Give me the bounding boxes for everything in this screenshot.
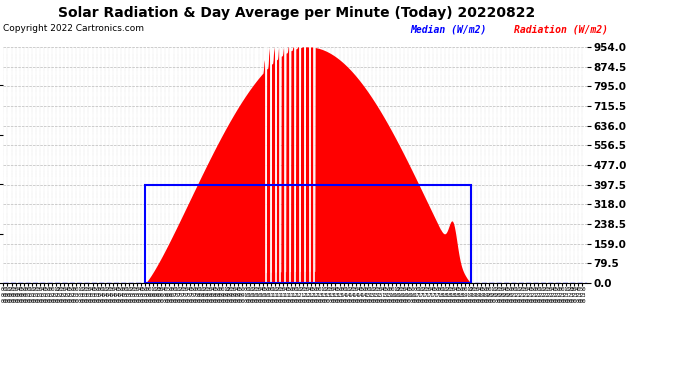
Text: Solar Radiation & Day Average per Minute (Today) 20220822: Solar Radiation & Day Average per Minute… (58, 6, 535, 20)
Bar (145, 185, 471, 283)
Text: Median (W/m2): Median (W/m2) (411, 24, 487, 34)
Text: Copyright 2022 Cartronics.com: Copyright 2022 Cartronics.com (3, 24, 144, 33)
Text: Radiation (W/m2): Radiation (W/m2) (514, 24, 608, 34)
